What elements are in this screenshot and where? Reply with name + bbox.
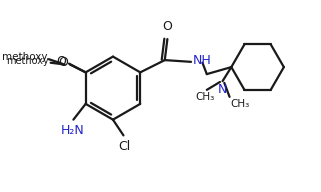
Text: Cl: Cl bbox=[118, 140, 130, 153]
Text: N: N bbox=[218, 83, 227, 96]
Text: H₂N: H₂N bbox=[61, 124, 84, 137]
Text: O: O bbox=[56, 55, 66, 68]
Text: O: O bbox=[58, 56, 68, 69]
Text: methoxy: methoxy bbox=[2, 52, 47, 62]
Text: CH₃: CH₃ bbox=[230, 99, 250, 109]
Text: O: O bbox=[162, 20, 172, 33]
Text: CH₃: CH₃ bbox=[195, 92, 215, 102]
Text: methoxy: methoxy bbox=[6, 56, 49, 66]
Text: NH: NH bbox=[193, 55, 212, 67]
